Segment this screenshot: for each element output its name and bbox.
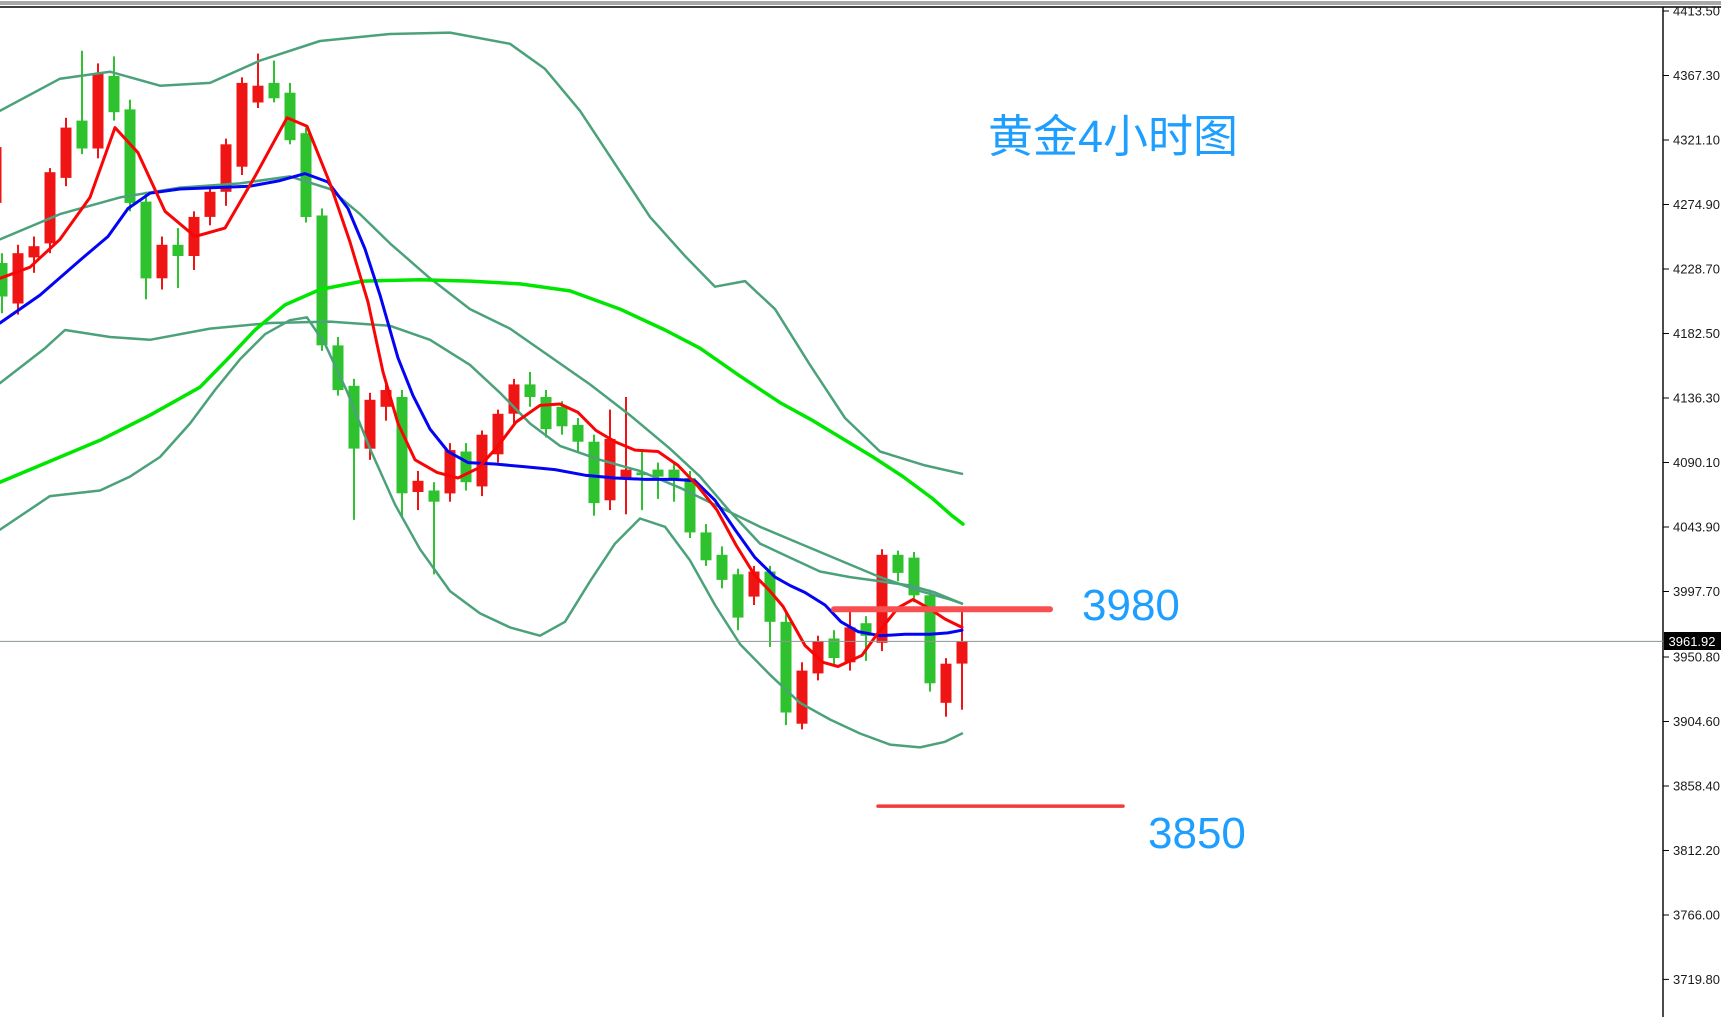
candle-body — [684, 478, 696, 533]
candle-body — [876, 554, 888, 643]
axis-price-label: 4413.50 — [1673, 4, 1720, 19]
candle-body — [348, 385, 360, 449]
candle-body — [412, 480, 424, 492]
candle-body — [428, 490, 440, 502]
candle-body — [636, 472, 648, 476]
candle-body — [364, 399, 376, 449]
axis-price-label: 4321.10 — [1673, 133, 1720, 148]
candle-body — [844, 627, 856, 663]
candle-body — [76, 120, 88, 149]
candle-body — [0, 147, 2, 203]
candle-body — [92, 73, 104, 149]
candle-body — [780, 621, 792, 713]
candle-body — [860, 623, 872, 636]
axis-price-label: 4136.30 — [1673, 391, 1720, 406]
bollinger-lower-line — [0, 316, 964, 749]
support-level-label-3850[interactable]: 3850 — [1148, 809, 1246, 858]
ma-slow-seagreen-line — [0, 320, 964, 605]
ma-blue-line — [0, 172, 964, 638]
candle-body — [556, 406, 568, 427]
candle-body — [12, 253, 24, 304]
candle-body — [716, 554, 728, 580]
candle-body — [492, 413, 504, 455]
candle-body — [732, 574, 744, 618]
candle-body — [60, 127, 72, 178]
candle-body — [332, 345, 344, 391]
candle-body — [476, 434, 488, 487]
candle-body — [284, 92, 296, 141]
current-price-tag: 3961.92 — [1663, 632, 1721, 651]
candle-body — [796, 670, 808, 724]
candle-body — [588, 441, 600, 504]
candle-body — [524, 384, 536, 397]
candle-body — [460, 451, 472, 483]
candle-body — [44, 172, 56, 244]
axis-price-label: 3904.60 — [1673, 714, 1720, 729]
candle-body — [156, 244, 168, 279]
axis-price-label: 4090.10 — [1673, 455, 1720, 470]
candle-body — [172, 244, 184, 256]
candle-body — [28, 246, 40, 258]
candle-body — [940, 663, 952, 703]
candle-body — [444, 450, 456, 494]
axis-price-label: 4182.50 — [1673, 326, 1720, 341]
resistance-level-label-3980[interactable]: 3980 — [1082, 581, 1180, 630]
window-top-strip — [0, 1, 1721, 5]
axis-price-label: 4367.30 — [1673, 68, 1720, 83]
candle-body — [764, 571, 776, 622]
candle-body — [540, 397, 552, 430]
ma-red-line — [0, 116, 964, 668]
price-axis[interactable]: 4413.50 4367.30 4321.10 4274.90 4228.70 4182.… — [1663, 4, 1720, 987]
candle-body — [396, 397, 408, 494]
candle-body — [748, 571, 760, 597]
candle-body — [652, 469, 664, 477]
candle-body — [252, 85, 264, 103]
axis-price-label: 4228.70 — [1673, 262, 1720, 277]
candle-body — [828, 638, 840, 658]
axis-price-label: 3719.80 — [1673, 972, 1720, 987]
bollinger-upper-line — [0, 31, 964, 476]
candle-body — [668, 469, 680, 478]
ma-lime-line — [0, 277, 965, 526]
candle-body — [316, 215, 328, 346]
candle-body — [508, 384, 520, 414]
candle-body — [892, 554, 904, 573]
candle-body — [380, 390, 392, 407]
candle-body — [268, 82, 280, 99]
candle-body — [140, 201, 152, 279]
candle-body — [236, 82, 248, 167]
axis-price-label: 4274.90 — [1673, 197, 1720, 212]
axis-price-label: 3950.80 — [1673, 650, 1720, 665]
bollinger-middle-line — [0, 175, 964, 605]
candle-body — [604, 438, 616, 501]
axis-price-label: 3812.20 — [1673, 843, 1720, 858]
candle-body — [924, 595, 936, 684]
candle-body — [700, 532, 712, 561]
candle-body — [572, 424, 584, 442]
axis-price-label: 4043.90 — [1673, 520, 1720, 535]
candle-body — [620, 469, 632, 480]
chart-title-annotation[interactable]: 黄金4小时图 — [988, 111, 1239, 162]
candle-body — [220, 144, 232, 192]
axis-price-label: 3997.70 — [1673, 584, 1720, 599]
axis-price-label: 3858.40 — [1673, 779, 1720, 794]
candle-body — [108, 75, 120, 113]
candle-body — [204, 191, 216, 217]
candle-body — [0, 263, 8, 297]
candle-body — [124, 109, 136, 203]
candle-body — [908, 557, 920, 596]
candle-body — [956, 641, 968, 664]
axis-price-label: 3766.00 — [1673, 908, 1720, 923]
